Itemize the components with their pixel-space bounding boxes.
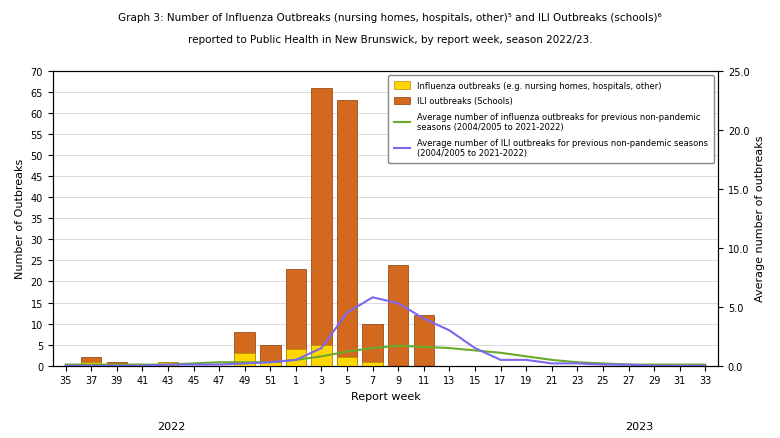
X-axis label: Report week: Report week [350,391,420,401]
Legend: Influenza outbreaks (e.g. nursing homes, hospitals, other), ILI outbreaks (Schoo: Influenza outbreaks (e.g. nursing homes,… [388,76,714,164]
Average number of influenza outbreaks for previous non-pandemic
seasons (2004/2005 to 2021-2022) [470,348,480,353]
Text: Graph 3: Number of Influenza Outbreaks (nursing homes, hospitals, other)⁵ and IL: Graph 3: Number of Influenza Outbreaks (… [118,13,662,23]
Bar [337,101,357,366]
Average number of influenza outbreaks for previous non-pandemic
seasons (2004/2005 to 2021-2022) [700,362,710,367]
Average number of influenza outbreaks for previous non-pandemic
seasons (2004/2005 to 2021-2022) [522,354,531,359]
Average number of influenza outbreaks for previous non-pandemic
seasons (2004/2005 to 2021-2022) [61,362,70,367]
Average number of influenza outbreaks for previous non-pandemic
seasons (2004/2005 to 2021-2022) [137,362,147,367]
Average number of influenza outbreaks for previous non-pandemic
seasons (2004/2005 to 2021-2022) [650,362,659,367]
Average number of ILI outbreaks for previous non-pandemic seasons
(2004/2005 to 2021-2022) [394,301,403,306]
Average number of influenza outbreaks for previous non-pandemic
seasons (2004/2005 to 2021-2022) [87,362,96,367]
Average number of influenza outbreaks for previous non-pandemic
seasons (2004/2005 to 2021-2022) [496,350,505,356]
Line: Average number of ILI outbreaks for previous non-pandemic seasons
(2004/2005 to 2021-2022): Average number of ILI outbreaks for prev… [66,298,705,366]
Average number of ILI outbreaks for previous non-pandemic seasons
(2004/2005 to 2021-2022) [419,316,428,321]
Y-axis label: Average number of outbreaks: Average number of outbreaks [755,136,765,302]
Bar [158,362,178,366]
Average number of influenza outbreaks for previous non-pandemic
seasons (2004/2005 to 2021-2022) [215,360,224,365]
Bar [363,324,383,366]
Average number of influenza outbreaks for previous non-pandemic
seasons (2004/2005 to 2021-2022) [624,362,633,367]
Average number of ILI outbreaks for previous non-pandemic seasons
(2004/2005 to 2021-2022) [240,361,250,366]
Bar [260,345,281,366]
Y-axis label: Number of Outbreaks: Number of Outbreaks [15,159,25,279]
Bar [388,265,409,366]
Average number of influenza outbreaks for previous non-pandemic
seasons (2004/2005 to 2021-2022) [675,362,684,367]
Average number of ILI outbreaks for previous non-pandemic seasons
(2004/2005 to 2021-2022) [547,361,556,366]
Average number of ILI outbreaks for previous non-pandemic seasons
(2004/2005 to 2021-2022) [87,363,96,368]
Average number of ILI outbreaks for previous non-pandemic seasons
(2004/2005 to 2021-2022) [700,363,710,368]
Average number of influenza outbreaks for previous non-pandemic
seasons (2004/2005 to 2021-2022) [419,344,428,350]
Average number of ILI outbreaks for previous non-pandemic seasons
(2004/2005 to 2021-2022) [445,328,454,333]
Average number of ILI outbreaks for previous non-pandemic seasons
(2004/2005 to 2021-2022) [368,295,378,300]
Average number of ILI outbreaks for previous non-pandemic seasons
(2004/2005 to 2021-2022) [522,357,531,363]
Average number of ILI outbreaks for previous non-pandemic seasons
(2004/2005 to 2021-2022) [496,357,505,363]
Average number of ILI outbreaks for previous non-pandemic seasons
(2004/2005 to 2021-2022) [342,310,352,315]
Text: 2022: 2022 [158,421,186,431]
Bar [81,357,101,366]
Bar [107,362,127,366]
Text: reported to Public Health in New Brunswick, by report week, season 2022/23.: reported to Public Health in New Brunswi… [188,35,592,45]
Average number of ILI outbreaks for previous non-pandemic seasons
(2004/2005 to 2021-2022) [598,362,608,367]
Average number of ILI outbreaks for previous non-pandemic seasons
(2004/2005 to 2021-2022) [266,360,275,365]
Average number of influenza outbreaks for previous non-pandemic
seasons (2004/2005 to 2021-2022) [547,357,556,363]
Average number of influenza outbreaks for previous non-pandemic
seasons (2004/2005 to 2021-2022) [291,357,300,363]
Average number of ILI outbreaks for previous non-pandemic seasons
(2004/2005 to 2021-2022) [624,362,633,367]
Average number of ILI outbreaks for previous non-pandemic seasons
(2004/2005 to 2021-2022) [61,363,70,368]
Bar [311,88,332,366]
Average number of ILI outbreaks for previous non-pandemic seasons
(2004/2005 to 2021-2022) [189,362,198,367]
Average number of ILI outbreaks for previous non-pandemic seasons
(2004/2005 to 2021-2022) [317,346,326,351]
Average number of ILI outbreaks for previous non-pandemic seasons
(2004/2005 to 2021-2022) [137,363,147,368]
Average number of influenza outbreaks for previous non-pandemic
seasons (2004/2005 to 2021-2022) [394,343,403,349]
Average number of influenza outbreaks for previous non-pandemic
seasons (2004/2005 to 2021-2022) [112,362,122,367]
Average number of influenza outbreaks for previous non-pandemic
seasons (2004/2005 to 2021-2022) [189,361,198,366]
Average number of influenza outbreaks for previous non-pandemic
seasons (2004/2005 to 2021-2022) [368,346,378,351]
Average number of influenza outbreaks for previous non-pandemic
seasons (2004/2005 to 2021-2022) [163,362,172,367]
Average number of influenza outbreaks for previous non-pandemic
seasons (2004/2005 to 2021-2022) [266,360,275,365]
Average number of influenza outbreaks for previous non-pandemic
seasons (2004/2005 to 2021-2022) [445,346,454,351]
Average number of influenza outbreaks for previous non-pandemic
seasons (2004/2005 to 2021-2022) [317,354,326,359]
Bar [337,357,357,366]
Bar [235,353,255,366]
Bar [413,315,434,366]
Average number of influenza outbreaks for previous non-pandemic
seasons (2004/2005 to 2021-2022) [573,360,582,365]
Average number of ILI outbreaks for previous non-pandemic seasons
(2004/2005 to 2021-2022) [112,363,122,368]
Average number of ILI outbreaks for previous non-pandemic seasons
(2004/2005 to 2021-2022) [470,346,480,351]
Bar [81,362,101,366]
Bar [285,349,306,366]
Bar [260,362,281,366]
Average number of ILI outbreaks for previous non-pandemic seasons
(2004/2005 to 2021-2022) [215,362,224,367]
Average number of influenza outbreaks for previous non-pandemic
seasons (2004/2005 to 2021-2022) [342,349,352,354]
Average number of ILI outbreaks for previous non-pandemic seasons
(2004/2005 to 2021-2022) [675,363,684,368]
Bar [363,362,383,366]
Bar [158,362,178,366]
Bar [311,345,332,366]
Average number of ILI outbreaks for previous non-pandemic seasons
(2004/2005 to 2021-2022) [291,357,300,363]
Average number of ILI outbreaks for previous non-pandemic seasons
(2004/2005 to 2021-2022) [163,362,172,367]
Average number of influenza outbreaks for previous non-pandemic
seasons (2004/2005 to 2021-2022) [240,360,250,365]
Average number of influenza outbreaks for previous non-pandemic
seasons (2004/2005 to 2021-2022) [598,361,608,366]
Average number of ILI outbreaks for previous non-pandemic seasons
(2004/2005 to 2021-2022) [650,363,659,368]
Bar [235,332,255,366]
Bar [285,269,306,366]
Text: 2023: 2023 [626,421,654,431]
Line: Average number of influenza outbreaks for previous non-pandemic
seasons (2004/2005 to 2021-2022): Average number of influenza outbreaks fo… [66,346,705,365]
Average number of ILI outbreaks for previous non-pandemic seasons
(2004/2005 to 2021-2022) [573,361,582,366]
